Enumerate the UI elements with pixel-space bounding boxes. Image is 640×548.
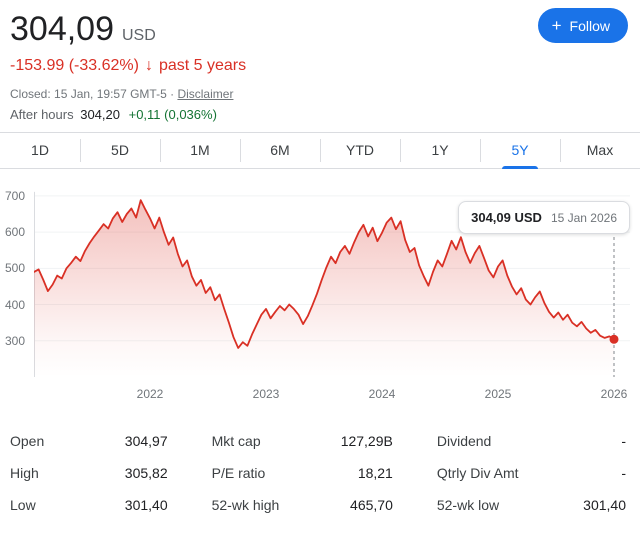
y-axis-label: 400: [4, 297, 25, 312]
chart-section: 300 400 500 600 700 304,09 USD 15 Jan 2026 2…: [0, 169, 640, 405]
stat-label: Open: [10, 433, 45, 449]
currency-label: USD: [122, 27, 156, 44]
disclaimer-link[interactable]: Disclaimer: [177, 87, 234, 101]
tab-max[interactable]: Max: [560, 133, 640, 168]
stat-value: 127,29B: [340, 433, 393, 449]
tab-1d[interactable]: 1D: [31, 142, 49, 158]
stats-column-1: Open 304,97 High 305,82 Low 301,40: [10, 425, 168, 521]
stat-value: 465,70: [350, 497, 393, 513]
quote-header: 304,09 USD + Follow -153.99 (-33.62%) ↓ …: [0, 0, 640, 122]
x-axis-label: 2023: [252, 387, 280, 401]
separator-dot: ·: [170, 87, 175, 101]
stat-value: 304,97: [124, 433, 168, 449]
x-axis: 2022 2023 2024 2025 2026: [34, 383, 632, 405]
tab-5d[interactable]: 5D: [80, 133, 160, 168]
y-axis-label: 300: [4, 333, 25, 348]
chart-plot-area: 304,09 USD 15 Jan 2026: [33, 185, 630, 377]
stat-row-open: Open 304,97: [10, 425, 168, 457]
tooltip-price: 304,09 USD: [471, 210, 542, 225]
price-row: 304,09 USD: [10, 10, 628, 49]
stat-label: Qtrly Div Amt: [436, 465, 519, 481]
stat-row-low: Low 301,40: [10, 489, 168, 521]
stat-label: High: [10, 465, 39, 481]
stats-column-2: Mkt cap 127,29B P/E ratio 18,21 52-wk hi…: [212, 425, 393, 521]
price-chart[interactable]: [33, 185, 630, 377]
after-hours-line: After hours 304,20 +0,11 (0,036%): [10, 107, 628, 122]
stat-label: P/E ratio: [211, 465, 266, 481]
tab-ytd[interactable]: YTD: [320, 133, 400, 168]
stat-value: -: [621, 465, 626, 481]
x-axis-label: 2026: [600, 387, 628, 401]
stat-value: 18,21: [357, 465, 393, 481]
time-range-tabs: 1D 5D 1M 6M YTD 1Y 5Y Max: [0, 132, 640, 169]
price-change-line: -153.99 (-33.62%) ↓ past 5 years: [10, 57, 628, 75]
follow-button[interactable]: + Follow: [537, 8, 628, 43]
key-stats-table: Open 304,97 High 305,82 Low 301,40 Mkt c…: [0, 405, 640, 521]
change-period: past 5 years: [158, 57, 247, 74]
stat-row-high: High 305,82: [10, 457, 168, 489]
stat-label: 52-wk low: [436, 497, 500, 513]
after-hours-change: +0,11 (0,036%): [128, 107, 217, 122]
y-axis: 300 400 500 600 700: [0, 185, 30, 377]
current-price: 304,09: [10, 10, 114, 48]
stat-value: 301,40: [124, 497, 168, 513]
follow-label: Follow: [569, 17, 610, 34]
current-price-dot: [609, 334, 619, 344]
x-axis-label: 2024: [368, 387, 396, 401]
stat-row-mkt-cap: Mkt cap 127,29B: [212, 425, 393, 457]
stat-row-qtrly-div: Qtrly Div Amt -: [437, 457, 626, 489]
stat-label: Dividend: [436, 433, 492, 449]
arrow-down-icon: ↓: [144, 57, 153, 74]
tab-1y[interactable]: 1Y: [400, 133, 480, 168]
stat-value: 301,40: [583, 497, 626, 513]
stat-value: 305,82: [124, 465, 168, 481]
market-status-line: Closed: 15 Jan, 19:57 GMT-5 · Disclaimer: [10, 87, 628, 101]
x-axis-label: 2025: [484, 387, 512, 401]
tab-1m[interactable]: 1M: [160, 133, 240, 168]
stat-label: Mkt cap: [211, 433, 261, 449]
y-axis-label: 700: [4, 188, 25, 203]
y-axis-label: 600: [4, 225, 25, 240]
y-axis-label: 500: [4, 261, 25, 276]
price-area-fill: [34, 200, 614, 377]
x-axis-label: 2022: [136, 387, 164, 401]
stat-value: -: [621, 433, 626, 449]
after-hours-label: After hours: [10, 107, 74, 122]
stat-label: Low: [10, 497, 36, 513]
stat-row-52wk-low: 52-wk low 301,40: [437, 489, 626, 521]
plus-icon: +: [551, 16, 562, 35]
stat-row-dividend: Dividend -: [437, 425, 626, 457]
closed-text: Closed: 15 Jan, 19:57 GMT-5: [10, 87, 167, 101]
tooltip-date: 15 Jan 2026: [550, 211, 617, 225]
stat-row-pe-ratio: P/E ratio 18,21: [212, 457, 393, 489]
stat-label: 52-wk high: [211, 497, 280, 513]
price-line: [33, 199, 615, 349]
change-value: -153.99 (-33.62%): [10, 57, 139, 74]
chart-tooltip: 304,09 USD 15 Jan 2026: [458, 201, 630, 234]
tab-5y[interactable]: 5Y: [480, 133, 560, 168]
tab-6m[interactable]: 6M: [240, 133, 320, 168]
stat-row-52wk-high: 52-wk high 465,70: [212, 489, 393, 521]
after-hours-price: 304,20: [80, 107, 120, 122]
stats-column-3: Dividend - Qtrly Div Amt - 52-wk low 301…: [437, 425, 626, 521]
